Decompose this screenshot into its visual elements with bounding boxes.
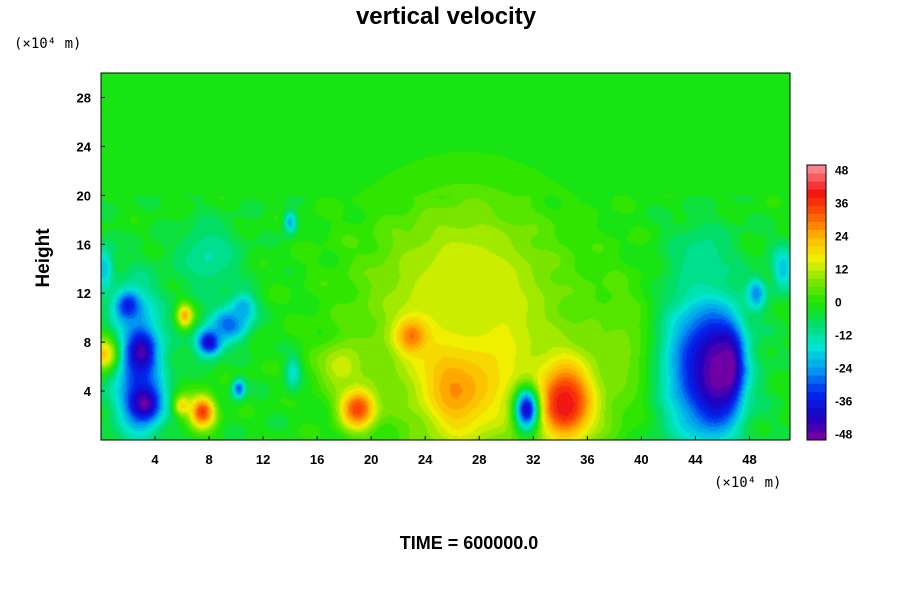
colorbar-band (807, 197, 826, 206)
colorbar-band (807, 423, 826, 433)
x-tick-label: 8 (205, 452, 212, 467)
plot-frame (100, 72, 791, 441)
x-tick-label: 44 (688, 452, 703, 467)
colorbar-band (807, 245, 826, 255)
colorbar-tick-label: 0 (835, 296, 842, 310)
colorbar-band (807, 359, 826, 368)
x-tick-label: 48 (742, 452, 756, 467)
colorbar-band (807, 431, 826, 441)
colorbar-band (807, 334, 826, 344)
colorbar-band (807, 375, 826, 384)
colorbar-band (807, 286, 826, 295)
colorbar: 48 36 24 12 0 -12 -24 -36 -48 (806, 164, 853, 442)
colorbar-band (807, 173, 826, 182)
colorbar-band (807, 205, 826, 214)
colorbar-ticks: 48 36 24 12 0 -12 -24 -36 -48 (835, 164, 853, 442)
x-tick-label: 24 (418, 452, 433, 467)
colorbar-band (807, 165, 826, 174)
colorbar-tick-label: 48 (835, 164, 849, 178)
y-tick-label: 12 (77, 286, 91, 301)
colorbar-tick-label: -24 (835, 362, 853, 376)
y-tick-label: 8 (84, 335, 91, 350)
colorbar-tick-label: -48 (835, 428, 853, 442)
colorbar-band (807, 318, 826, 328)
colorbar-band (807, 310, 826, 320)
x-tick-label: 40 (634, 452, 648, 467)
colorbar-tick-label: 36 (835, 197, 849, 211)
y-axis-label: Height (33, 228, 54, 288)
colorbar-band (807, 326, 826, 336)
colorbar-bands (807, 165, 826, 441)
colorbar-tick-label: 12 (835, 263, 849, 277)
colorbar-tick-label: -12 (835, 329, 853, 343)
colorbar-band (807, 229, 826, 239)
colorbar-band (807, 302, 826, 311)
colorbar-band (807, 399, 826, 409)
colorbar-frame (806, 164, 827, 441)
colorbar-band (807, 221, 826, 231)
y-tick-label: 24 (77, 139, 92, 154)
x-tick-label: 36 (580, 452, 594, 467)
y-tick-label: 4 (84, 384, 92, 399)
x-tick-label: 20 (364, 452, 378, 467)
x-tick-label: 12 (256, 452, 270, 467)
colorbar-tick-label: 24 (835, 230, 849, 244)
x-tick-label: 16 (310, 452, 324, 467)
colorbar-band (807, 391, 826, 400)
colorbar-band (807, 294, 826, 303)
colorbar-band (807, 415, 826, 425)
colorbar-band (807, 351, 826, 360)
x-unit-label: (×10⁴ m) (714, 475, 781, 491)
colorbar-band (807, 189, 826, 198)
x-tick-label: 4 (151, 452, 159, 467)
plot-area (100, 72, 791, 441)
colorbar-band (807, 367, 826, 376)
colorbar-band (807, 270, 826, 279)
time-label: TIME = 600000.0 (400, 533, 539, 553)
y-unit-label: (×10⁴ m) (14, 36, 81, 52)
y-tick-label: 28 (77, 90, 91, 105)
velocity-field-raster (101, 73, 790, 440)
chart-title: vertical velocity (356, 3, 537, 30)
colorbar-tick-label: -36 (835, 395, 853, 409)
colorbar-band (807, 383, 826, 392)
y-axis-ticks: 4 8 12 16 20 24 28 (77, 90, 105, 399)
colorbar-band (807, 342, 826, 352)
colorbar-band (807, 407, 826, 417)
colorbar-band (807, 237, 826, 247)
y-tick-label: 16 (77, 237, 91, 252)
x-tick-label: 32 (526, 452, 540, 467)
colorbar-band (807, 253, 826, 263)
colorbar-band (807, 213, 826, 223)
colorbar-band (807, 181, 826, 190)
colorbar-band (807, 262, 826, 271)
x-axis-ticks: 4 8 12 16 20 24 28 32 36 40 44 48 (151, 436, 757, 467)
y-tick-label: 20 (77, 188, 91, 203)
colorbar-band (807, 278, 826, 287)
x-tick-label: 28 (472, 452, 486, 467)
